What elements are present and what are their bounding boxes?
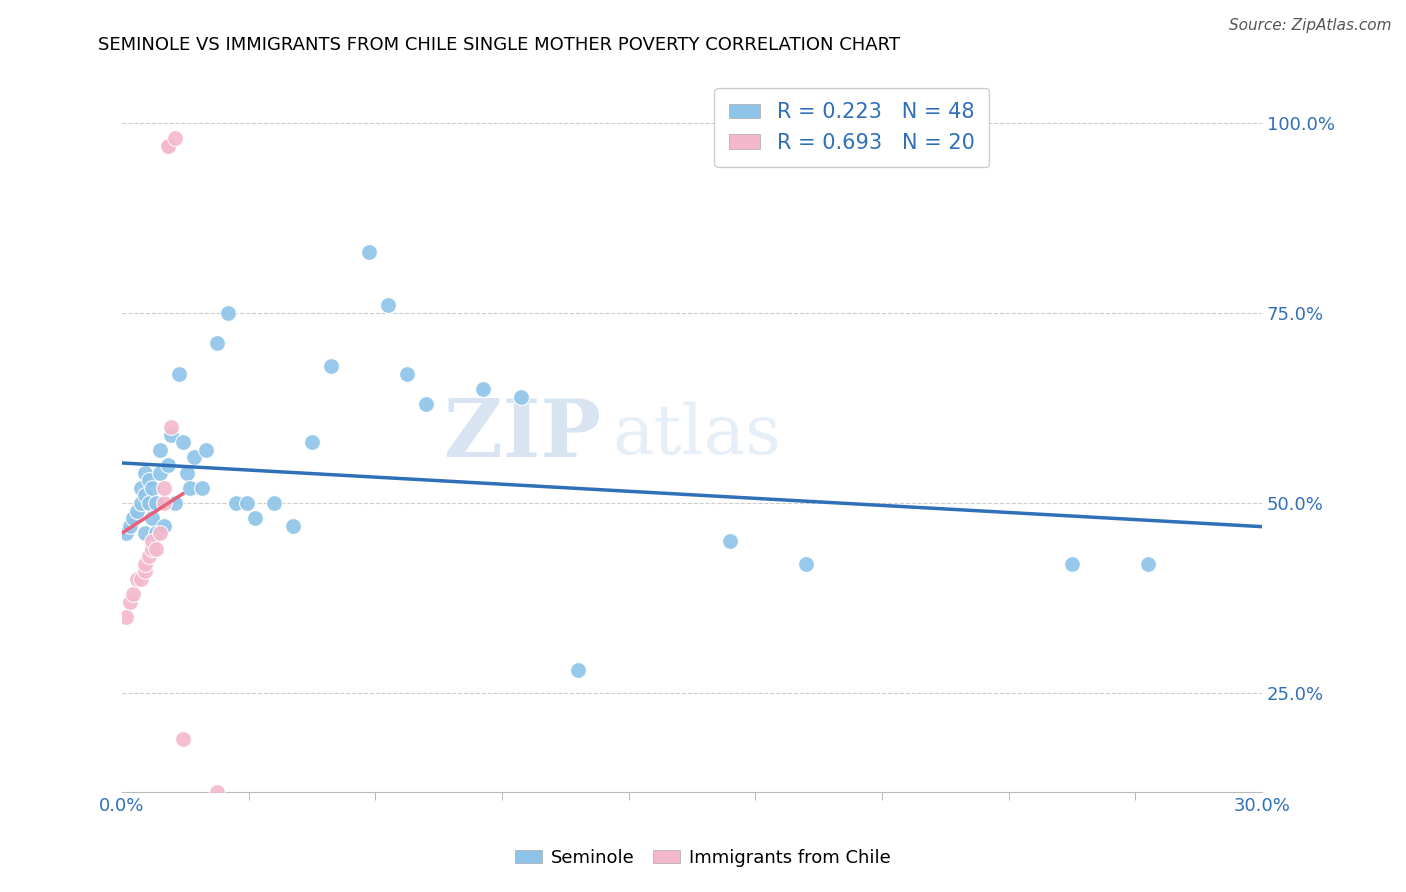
Point — [357, 245, 380, 260]
Point — [205, 336, 228, 351]
Point — [472, 382, 495, 396]
Point — [145, 496, 167, 510]
Point — [225, 496, 247, 510]
Point — [149, 466, 172, 480]
Point — [319, 359, 342, 374]
Point — [129, 496, 152, 510]
Point — [160, 420, 183, 434]
Text: atlas: atlas — [612, 401, 782, 467]
Point — [115, 610, 138, 624]
Point — [138, 549, 160, 563]
Point — [134, 557, 156, 571]
Point — [156, 138, 179, 153]
Point — [141, 481, 163, 495]
Point — [127, 572, 149, 586]
Point — [145, 541, 167, 556]
Point — [395, 367, 418, 381]
Point — [138, 496, 160, 510]
Point — [194, 442, 217, 457]
Point — [176, 466, 198, 480]
Point — [263, 496, 285, 510]
Point — [149, 442, 172, 457]
Point — [165, 131, 187, 145]
Point — [567, 663, 589, 677]
Point — [183, 450, 205, 465]
Point — [153, 481, 176, 495]
Point — [129, 481, 152, 495]
Point — [118, 518, 141, 533]
Point — [191, 481, 214, 495]
Point — [172, 435, 194, 450]
Point — [510, 390, 533, 404]
Point — [138, 473, 160, 487]
Point — [167, 367, 190, 381]
Point — [205, 785, 228, 799]
Legend: R = 0.223   N = 48, R = 0.693   N = 20: R = 0.223 N = 48, R = 0.693 N = 20 — [714, 87, 990, 168]
Point — [415, 397, 437, 411]
Point — [153, 518, 176, 533]
Point — [129, 572, 152, 586]
Point — [165, 496, 187, 510]
Point — [134, 565, 156, 579]
Point — [156, 138, 179, 153]
Point — [1136, 557, 1159, 571]
Point — [127, 503, 149, 517]
Point — [156, 458, 179, 472]
Point — [115, 526, 138, 541]
Point — [141, 533, 163, 548]
Point — [179, 481, 201, 495]
Point — [149, 526, 172, 541]
Point — [377, 298, 399, 312]
Text: Source: ZipAtlas.com: Source: ZipAtlas.com — [1229, 18, 1392, 33]
Point — [281, 518, 304, 533]
Point — [141, 541, 163, 556]
Legend: Seminole, Immigrants from Chile: Seminole, Immigrants from Chile — [508, 842, 898, 874]
Point — [145, 526, 167, 541]
Point — [243, 511, 266, 525]
Point — [160, 427, 183, 442]
Point — [1060, 557, 1083, 571]
Point — [134, 466, 156, 480]
Point — [794, 557, 817, 571]
Point — [718, 533, 741, 548]
Point — [217, 306, 239, 320]
Text: ZIP: ZIP — [444, 395, 600, 474]
Point — [122, 587, 145, 601]
Point — [118, 595, 141, 609]
Point — [236, 496, 259, 510]
Point — [134, 526, 156, 541]
Point — [153, 496, 176, 510]
Point — [301, 435, 323, 450]
Point — [141, 511, 163, 525]
Point — [134, 488, 156, 502]
Point — [122, 511, 145, 525]
Text: SEMINOLE VS IMMIGRANTS FROM CHILE SINGLE MOTHER POVERTY CORRELATION CHART: SEMINOLE VS IMMIGRANTS FROM CHILE SINGLE… — [98, 36, 900, 54]
Point — [172, 731, 194, 746]
